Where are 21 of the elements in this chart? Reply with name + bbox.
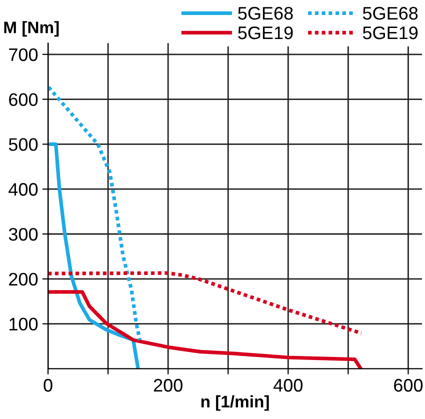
y-tick-label: 700 xyxy=(9,48,38,62)
y-tick-label: 500 xyxy=(8,138,38,151)
y-tick-label: 300 xyxy=(8,228,38,241)
x-tick-label: 0 xyxy=(44,378,52,392)
x-axis-title: n [1/min] xyxy=(201,395,269,411)
legend-label: 5GE19 xyxy=(238,26,293,40)
y-tick-label: 400 xyxy=(8,183,38,196)
line-series xyxy=(49,142,140,369)
legend-label: 5GE68 xyxy=(362,6,418,20)
y-tick-label: 200 xyxy=(9,272,38,286)
y-axis-title: M [Nm] xyxy=(4,21,59,37)
legend-label: 5GE68 xyxy=(238,6,293,20)
y-tick-label: 100 xyxy=(10,318,38,331)
y-tick-label: 600 xyxy=(9,93,38,106)
x-tick-label: 400 xyxy=(274,378,303,392)
legend-label: 5GE19 xyxy=(362,26,418,40)
x-tick-label: 200 xyxy=(154,378,182,392)
line-series xyxy=(48,85,142,342)
line-series xyxy=(48,290,363,369)
line-series xyxy=(48,271,364,336)
x-tick-label: 600 xyxy=(394,378,423,392)
